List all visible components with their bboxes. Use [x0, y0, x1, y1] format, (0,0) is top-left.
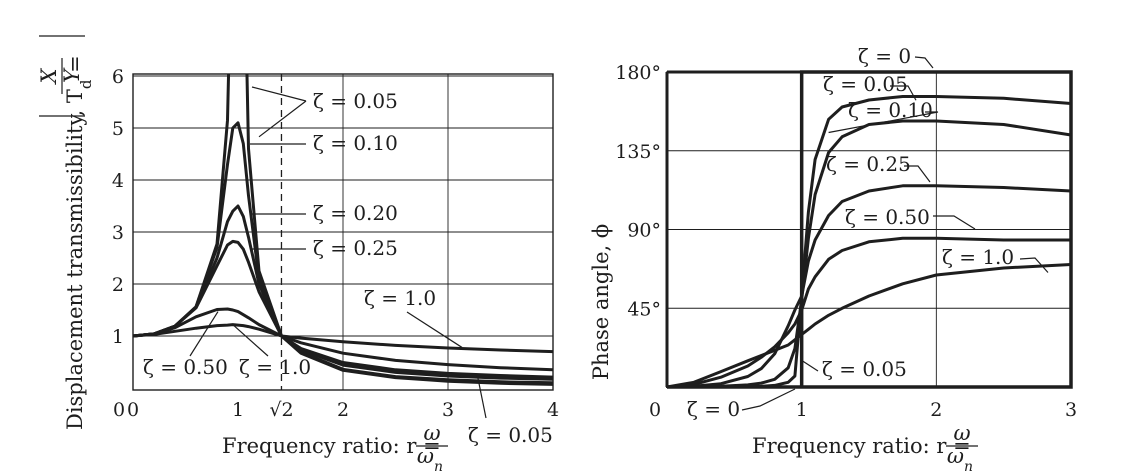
x-tick-label: 2 — [337, 399, 349, 421]
leader-line — [904, 165, 931, 183]
origin-label: 0 — [113, 399, 125, 421]
leader-line — [741, 388, 796, 411]
annotation-label: ζ = 1.0 — [239, 355, 311, 379]
leader-line — [258, 100, 307, 138]
fraction-numerator: ω — [953, 421, 970, 445]
x-tick-label: 3 — [442, 399, 454, 421]
y-tick-label: 3 — [112, 222, 124, 244]
x-tick-label: 3 — [1065, 399, 1077, 421]
x-tick-label: √2 — [269, 399, 293, 421]
fraction-denominator: ωn — [947, 444, 973, 475]
leader-line — [828, 111, 939, 134]
annotation-label: ζ = 0.25 — [313, 236, 398, 260]
y-tick-label: 135° — [615, 141, 661, 163]
y-tick-label: 180° — [615, 62, 661, 84]
annotation-label: ζ = 0 — [687, 397, 740, 421]
leader-line — [232, 324, 269, 357]
annotation-label: ζ = 0.50 — [143, 355, 228, 379]
x-axis-title: Frequency ratio: r = — [222, 434, 441, 458]
y-tick-label: 5 — [112, 118, 124, 140]
fraction-denominator: ωn — [417, 444, 443, 475]
phase-angle-chart: 0 1 2 3 45° 90° 135° 180° Phase angle, ϕ Frequenc… — [589, 44, 1077, 475]
annotation-label: ζ = 0.10 — [313, 131, 398, 155]
plot-frame — [132, 73, 554, 391]
curves — [133, 74, 553, 386]
leader-line — [251, 86, 307, 102]
x-tick-label: 1 — [796, 399, 808, 421]
y-axis-title: Phase angle, ϕ — [589, 224, 613, 380]
leader-line — [189, 311, 219, 357]
x-tick-label: 0 — [127, 399, 139, 421]
annotation-label: ζ = 0.05 — [313, 89, 398, 113]
fraction-numerator: ω — [423, 421, 440, 445]
leader-line — [890, 85, 917, 101]
series-zeta-1.0 — [133, 323, 553, 354]
x-axis-title-fraction: ωωn — [416, 421, 448, 475]
y-tick-label: 45° — [627, 298, 661, 320]
x-tick-label: 0 — [649, 399, 661, 421]
y-tick-label: 4 — [112, 170, 124, 192]
y-tick-label: 1 — [112, 326, 124, 348]
y-tick-label: 6 — [112, 66, 124, 88]
fraction-denominator: Y — [60, 67, 84, 83]
annotation-label: ζ = 0.10 — [848, 98, 933, 122]
leader-line — [406, 311, 463, 348]
series-zeta-0.50 — [133, 307, 553, 372]
x-axis-title: Frequency ratio: r = — [752, 434, 971, 458]
series-zeta-0 — [667, 70, 1073, 389]
y-axis-title: Displacement transmissibility, Td = — [63, 55, 95, 430]
annotation-label: ζ = 0.50 — [845, 205, 930, 229]
annotation-label: ζ = 0.05 — [468, 423, 553, 447]
x-tick-label: 4 — [547, 399, 559, 421]
leader-line — [1019, 257, 1049, 273]
leader-line — [799, 358, 819, 372]
fraction-numerator: X — [37, 67, 61, 85]
annotation-label: ζ = 0 — [858, 44, 911, 68]
series-zeta-0.25 — [666, 184, 1072, 388]
annotation-label: ζ = 0.05 — [822, 357, 907, 381]
series-zeta-0.25 — [133, 239, 553, 379]
leader-line — [914, 56, 934, 69]
leader-line — [476, 375, 487, 419]
annotation-label: ζ = 0.20 — [313, 201, 398, 225]
annotation-label: ζ = 1.0 — [942, 245, 1014, 269]
x-tick-label: 1 — [232, 399, 244, 421]
y-tick-label: 90° — [627, 220, 661, 242]
series-zeta-0.50 — [666, 236, 1072, 388]
y-tick-label: 2 — [112, 274, 124, 296]
leader-line — [933, 215, 976, 230]
x-tick-label: 2 — [930, 399, 942, 421]
annotation-label: ζ = 1.0 — [364, 286, 436, 310]
x-axis-title-fraction: ωωn — [946, 421, 978, 475]
series-zeta-0.10 — [666, 119, 1072, 388]
series-zeta-1.0 — [666, 263, 1072, 388]
annotation-label: ζ = 0.05 — [823, 72, 908, 96]
annotation-label: ζ = 0.25 — [826, 152, 911, 176]
curves — [666, 95, 1072, 388]
transmissibility-chart: 0 1 √2 2 3 4 1 2 3 4 5 6 0 Displacement transmissibil… — [37, 35, 559, 475]
